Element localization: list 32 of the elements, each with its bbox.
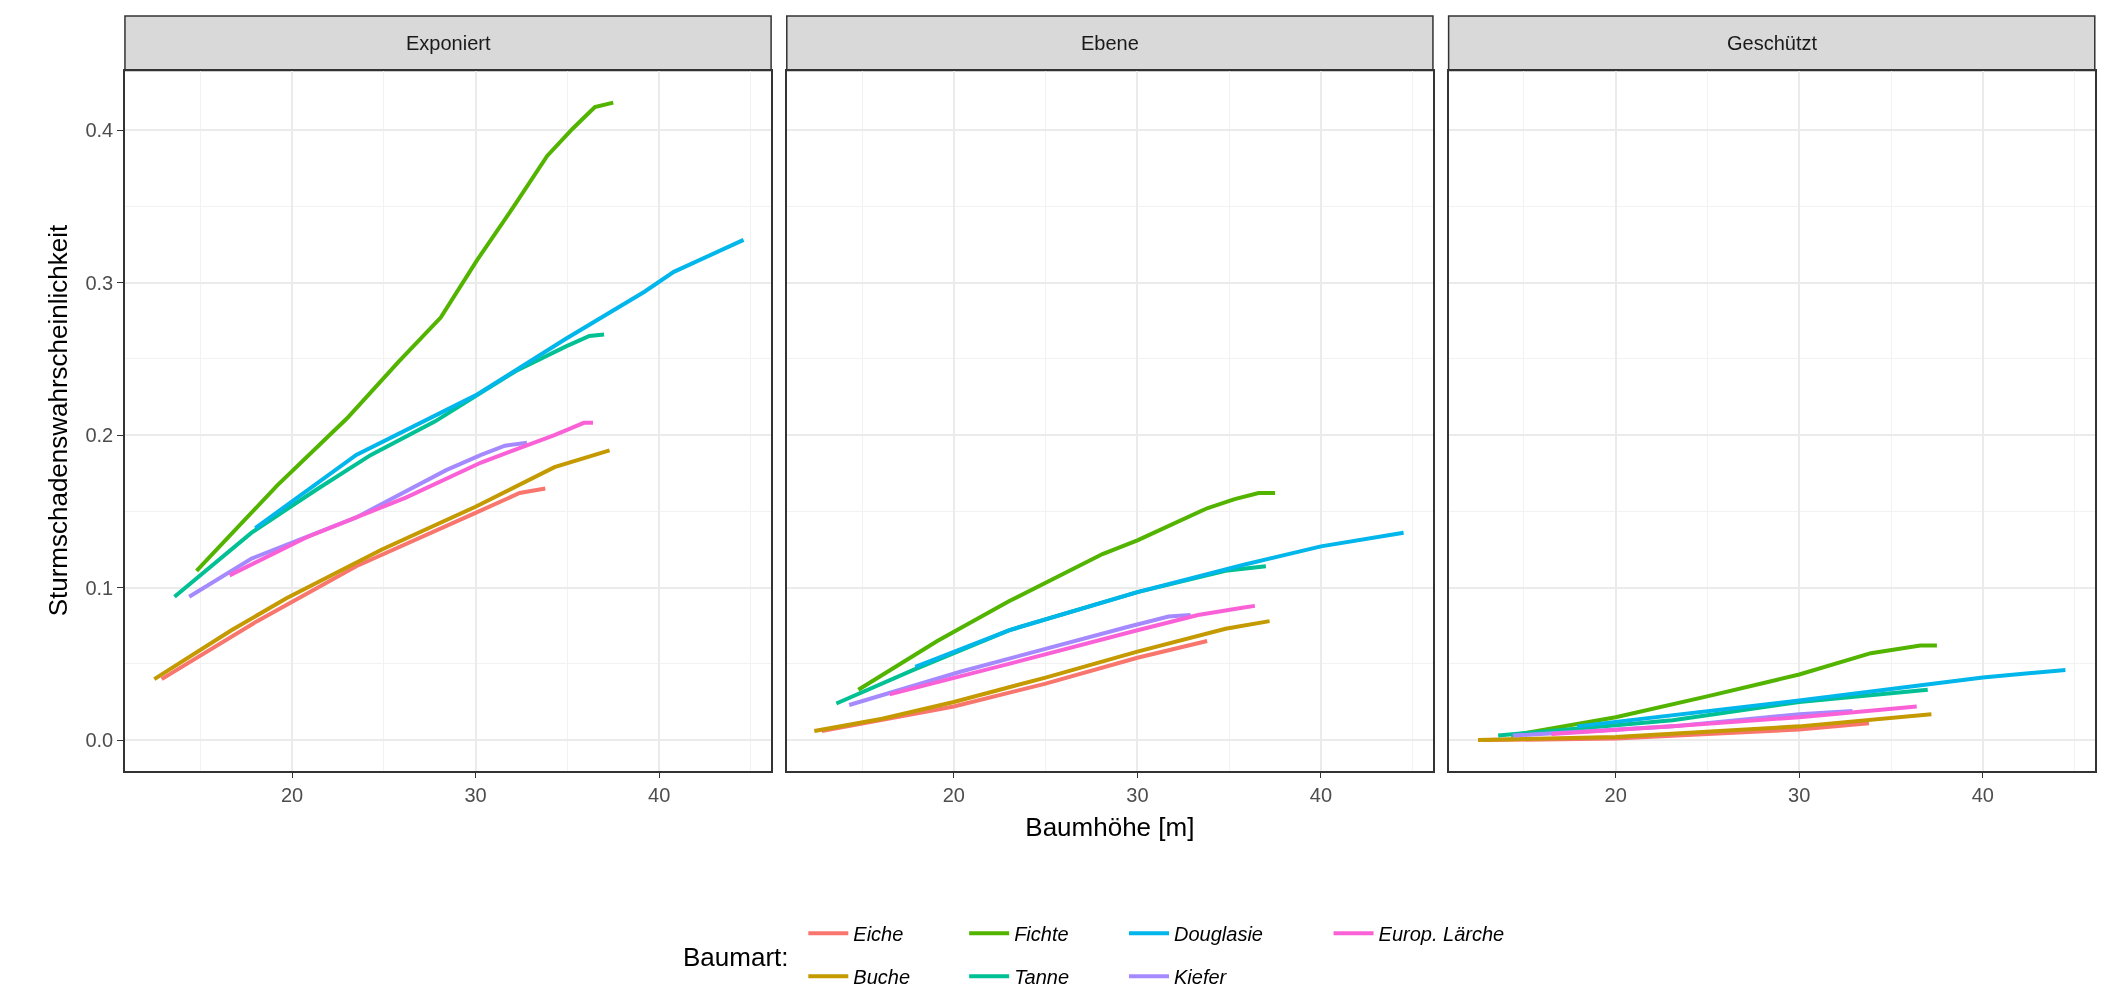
x-tick-label: 30 [1126, 784, 1149, 807]
legend-title: Baumart: [683, 942, 789, 972]
x-tick-label: 20 [1604, 784, 1627, 807]
line-series [227, 420, 596, 578]
legend-label: Eiche [853, 923, 904, 946]
x-tick-label: 20 [942, 784, 965, 807]
chart-title: Exponiert [406, 32, 491, 54]
x-tick-label: 20 [280, 784, 304, 807]
line-series [194, 100, 616, 573]
x-tick-label: 40 [1309, 784, 1333, 807]
x-tick-label: 40 [1971, 784, 1994, 807]
y-tick-label: 0.1 [85, 576, 114, 599]
x-tick-label: 40 [648, 784, 671, 807]
y-tick-label: 0.2 [85, 424, 114, 447]
legend-label: Kiefer [1174, 966, 1228, 989]
y-tick-label: 0.3 [85, 271, 114, 294]
legend-label: Fichte [1014, 923, 1069, 946]
legend-label: Tanne [1014, 966, 1070, 989]
line-series [159, 486, 548, 682]
x-axis-title: Baumhöhe [m] [1025, 811, 1195, 842]
chart-title: Geschützt [1727, 32, 1818, 54]
line-series [253, 237, 746, 531]
y-axis-title: Sturmschadenswahrscheinlichkeit [43, 223, 74, 617]
legend-label: Douglasie [1174, 923, 1263, 946]
line-series [152, 448, 612, 682]
legend-label: Europ. Lärche [1378, 923, 1505, 946]
chart-title: Ebene [1081, 32, 1139, 54]
x-tick-label: 30 [464, 784, 487, 807]
y-tick-label: 0.4 [85, 119, 114, 142]
legend-label: Buche [853, 966, 911, 989]
x-tick-label: 30 [1788, 784, 1811, 807]
y-tick-label: 0.0 [85, 729, 114, 752]
